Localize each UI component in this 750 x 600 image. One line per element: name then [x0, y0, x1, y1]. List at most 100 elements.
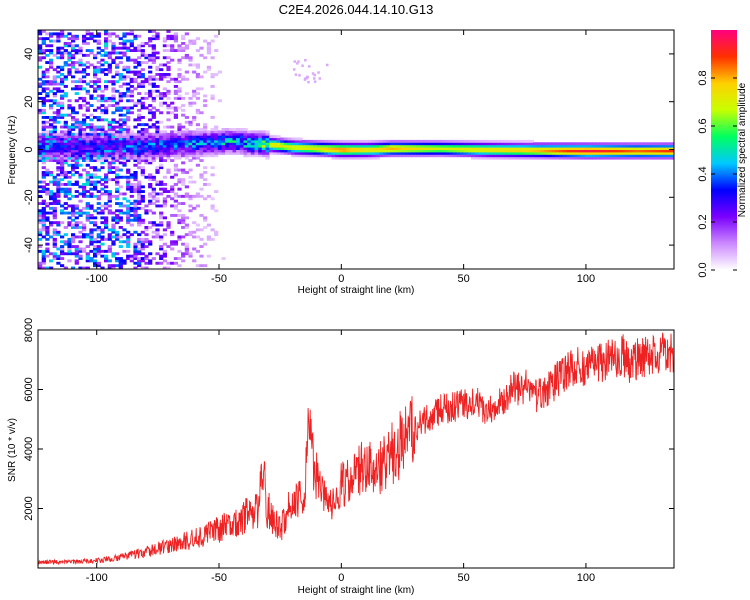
heatmap-cell: [56, 142, 61, 146]
heatmap-cell: [96, 132, 101, 136]
heatmap-cell: [63, 77, 68, 81]
heatmap-cell: [305, 144, 311, 148]
heatmap-cell: [148, 240, 153, 244]
heatmap-cell: [170, 185, 175, 189]
heatmap-cell: [118, 245, 123, 248]
heatmap-cell: [566, 147, 571, 150]
heatmap-cell: [162, 233, 167, 237]
heatmap-cell: [148, 178, 153, 182]
heatmap-cell: [170, 261, 175, 265]
heatmap-cell: [247, 137, 252, 141]
heatmap-cell: [148, 202, 153, 205]
heatmap-cell: [100, 216, 105, 220]
heatmap-cell: [203, 99, 208, 103]
heatmap-cell: [371, 154, 377, 158]
heatmap-cell: [188, 151, 193, 155]
heatmap-cell: [155, 89, 160, 93]
heatmap-cell: [357, 144, 362, 148]
heatmap-cell: [93, 68, 98, 72]
heatmap-cell: [56, 113, 61, 117]
heatmap-cell: [298, 137, 303, 141]
heatmap-cell: [166, 266, 171, 269]
heatmap-cell: [254, 135, 259, 139]
heatmap-cell: [195, 108, 200, 112]
heatmap-cell: [170, 204, 175, 208]
heatmap-cell: [71, 173, 76, 177]
heatmap-cell: [104, 202, 109, 205]
heatmap-cell: [404, 142, 410, 146]
heatmap-cell: [60, 68, 65, 72]
heatmap-cell: [122, 161, 127, 165]
heatmap-cell: [133, 80, 138, 84]
heatmap-cell: [49, 125, 54, 129]
heatmap-cell: [621, 151, 626, 155]
heatmap-cell: [74, 163, 79, 167]
heatmap-cell: [67, 104, 72, 107]
heatmap-cell: [658, 151, 663, 155]
heatmap-cell: [463, 142, 468, 146]
heatmap-cell: [56, 180, 61, 184]
heatmap-cell: [522, 156, 527, 160]
heatmap-cell: [60, 171, 65, 174]
heatmap-cell: [67, 159, 72, 162]
heatmap-cell: [122, 249, 127, 253]
heatmap-cell: [56, 116, 61, 119]
heatmap-cell: [63, 211, 68, 215]
heatmap-cell: [313, 147, 318, 150]
heatmap-cell: [206, 65, 211, 69]
heatmap-cell: [606, 151, 611, 155]
heatmap-cell: [148, 132, 153, 136]
heatmap-cell: [85, 135, 90, 139]
heatmap-cell: [386, 149, 391, 153]
heatmap-cell: [107, 163, 112, 167]
heatmap-cell: [78, 120, 83, 124]
heatmap-cell: [129, 142, 134, 146]
heatmap-cell: [41, 211, 46, 215]
heatmap-cell: [122, 53, 127, 57]
heatmap-cell: [115, 156, 120, 160]
heatmap-cell: [82, 156, 87, 160]
heatmap-cell: [412, 144, 417, 148]
heatmap-cell: [41, 216, 46, 220]
heatmap-cell: [71, 159, 76, 162]
heatmap-cell: [96, 70, 101, 74]
heatmap-cell: [456, 144, 461, 148]
heatmap-cell: [375, 147, 380, 150]
heatmap-cell: [96, 197, 101, 201]
heatmap-cell: [45, 192, 50, 196]
heatmap-cell: [555, 154, 560, 158]
heatmap-cell: [647, 142, 652, 146]
heatmap-cell: [52, 99, 57, 103]
heatmap-cell: [126, 65, 131, 69]
heatmap-cell: [188, 63, 193, 67]
heatmap-cell: [599, 151, 604, 155]
heatmap-cell: [45, 70, 50, 74]
heatmap-cell: [467, 139, 472, 143]
heatmap-cell: [122, 154, 127, 158]
heatmap-cell: [155, 204, 160, 208]
heatmap-cell: [107, 123, 112, 127]
heatmap-cell: [166, 245, 171, 248]
heatmap-cell: [148, 77, 153, 81]
heatmap-cell: [52, 39, 57, 43]
heatmap-cell: [283, 151, 288, 155]
heatmap-cell: [38, 237, 43, 241]
heatmap-cell: [170, 132, 175, 136]
heatmap-cell: [192, 151, 197, 155]
heatmap-cell: [195, 128, 200, 131]
heatmap-cell: [496, 147, 501, 150]
heatmap-cell: [177, 149, 182, 153]
heatmap-cell: [60, 173, 65, 177]
heatmap-cell: [137, 61, 142, 64]
heatmap-cell: [63, 51, 68, 55]
heatmap-cell: [276, 142, 281, 146]
heatmap-cell: [195, 63, 200, 67]
heatmap-cell: [93, 221, 98, 225]
heatmap-cell: [327, 151, 333, 155]
heatmap-cell: [434, 151, 439, 155]
heatmap-cell: [52, 130, 57, 134]
heatmap-cell: [573, 149, 578, 153]
heatmap-cell: [639, 151, 644, 155]
heatmap-cell: [559, 151, 564, 155]
heatmap-cell: [192, 221, 197, 225]
